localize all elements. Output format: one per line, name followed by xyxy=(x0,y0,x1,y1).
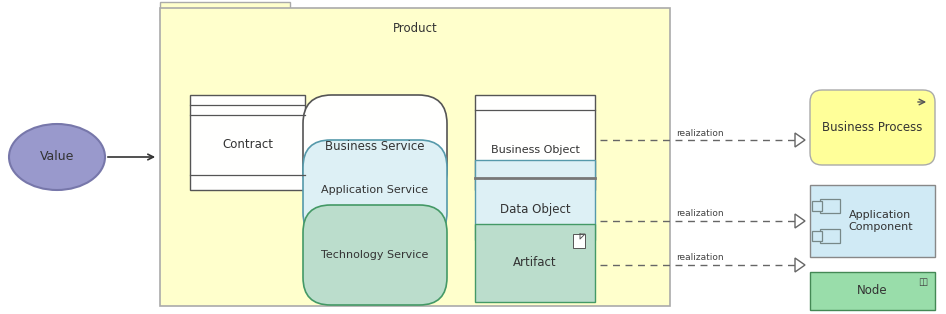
Bar xyxy=(820,199,840,213)
Text: Product: Product xyxy=(393,22,437,35)
Text: Business Service: Business Service xyxy=(325,140,425,154)
Text: Application
Component: Application Component xyxy=(849,210,913,232)
Bar xyxy=(573,234,585,248)
Ellipse shape xyxy=(9,124,105,190)
Bar xyxy=(475,224,595,302)
Text: ◫: ◫ xyxy=(919,277,928,287)
FancyBboxPatch shape xyxy=(303,205,447,305)
Bar xyxy=(810,185,935,257)
Text: realization: realization xyxy=(676,253,724,263)
FancyBboxPatch shape xyxy=(810,90,935,165)
Text: realization: realization xyxy=(676,209,724,219)
Bar xyxy=(160,8,670,306)
Text: Node: Node xyxy=(857,284,887,297)
Polygon shape xyxy=(795,258,805,272)
Text: Business Object: Business Object xyxy=(491,145,580,155)
Bar xyxy=(475,95,595,190)
Text: Artifact: Artifact xyxy=(513,257,557,269)
Bar xyxy=(820,229,840,243)
Text: Application Service: Application Service xyxy=(322,185,429,195)
Bar xyxy=(160,2,290,20)
FancyBboxPatch shape xyxy=(303,95,447,199)
Bar xyxy=(190,95,305,190)
Text: Data Object: Data Object xyxy=(499,203,570,215)
Bar xyxy=(812,231,822,241)
Polygon shape xyxy=(795,133,805,147)
Text: Business Process: Business Process xyxy=(822,121,922,134)
Bar xyxy=(810,272,935,310)
Bar xyxy=(475,160,595,240)
Text: realization: realization xyxy=(676,128,724,138)
Bar xyxy=(812,201,822,211)
Polygon shape xyxy=(795,214,805,228)
Text: Technology Service: Technology Service xyxy=(322,250,429,260)
FancyBboxPatch shape xyxy=(303,140,447,240)
Text: Value: Value xyxy=(40,150,74,164)
Text: Contract: Contract xyxy=(222,138,273,151)
